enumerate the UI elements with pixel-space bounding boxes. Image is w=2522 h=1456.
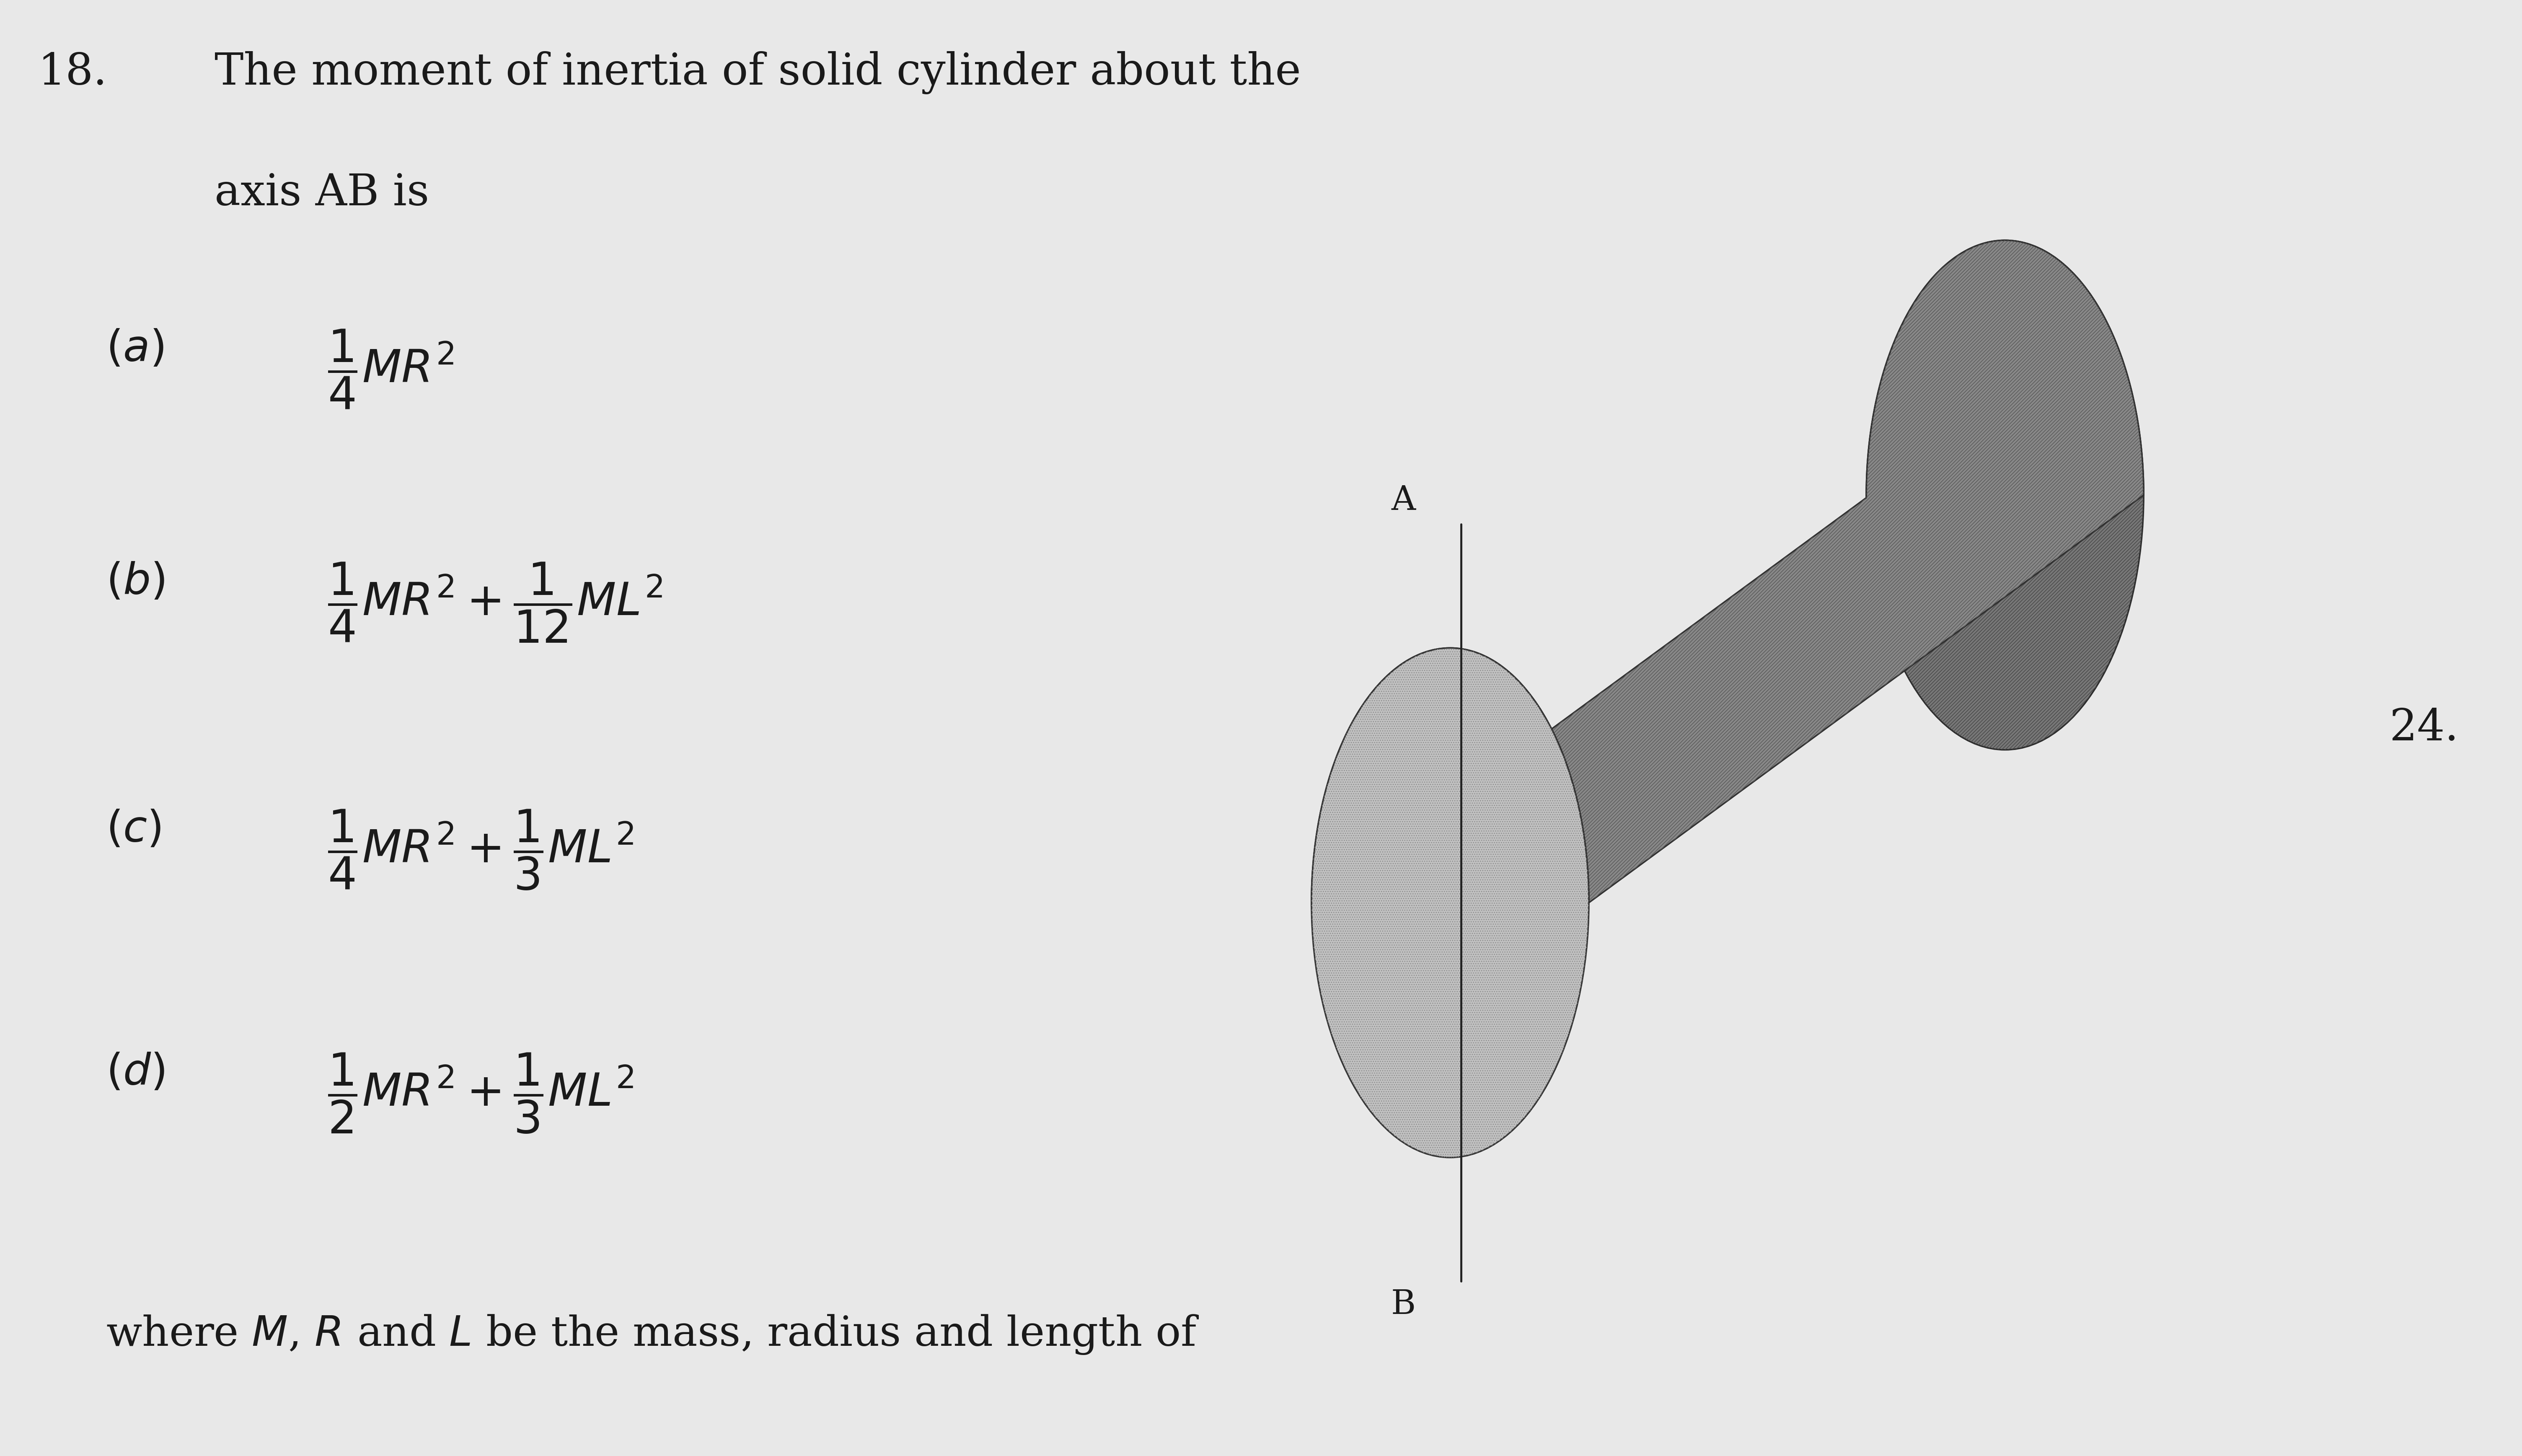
Text: $(b)$: $(b)$ bbox=[106, 561, 164, 603]
Text: $\dfrac{1}{2}MR^2 + \dfrac{1}{3}ML^2$: $\dfrac{1}{2}MR^2 + \dfrac{1}{3}ML^2$ bbox=[328, 1051, 633, 1136]
Text: $(a)$: $(a)$ bbox=[106, 328, 164, 370]
Text: where $M$, $R$ and $L$ be the mass, radius and length of: where $M$, $R$ and $L$ be the mass, radi… bbox=[106, 1313, 1200, 1356]
Text: A: A bbox=[1392, 485, 1415, 517]
Text: $(c)$: $(c)$ bbox=[106, 808, 161, 850]
Text: $\dfrac{1}{4}MR^2$: $\dfrac{1}{4}MR^2$ bbox=[328, 328, 454, 411]
Text: $(d)$: $(d)$ bbox=[106, 1051, 164, 1093]
Ellipse shape bbox=[1866, 240, 2144, 750]
Text: 24.: 24. bbox=[2388, 706, 2459, 750]
Polygon shape bbox=[1311, 240, 2144, 906]
Text: The moment of inertia of solid cylinder about the: The moment of inertia of solid cylinder … bbox=[214, 51, 1301, 95]
Text: axis AB is: axis AB is bbox=[214, 172, 429, 214]
Text: $\dfrac{1}{4}MR^2 + \dfrac{1}{3}ML^2$: $\dfrac{1}{4}MR^2 + \dfrac{1}{3}ML^2$ bbox=[328, 808, 633, 893]
Text: 18.: 18. bbox=[38, 51, 106, 93]
Text: $\dfrac{1}{4}MR^2 + \dfrac{1}{12}ML^2$: $\dfrac{1}{4}MR^2 + \dfrac{1}{12}ML^2$ bbox=[328, 561, 663, 644]
Ellipse shape bbox=[1311, 648, 1589, 1158]
Text: B: B bbox=[1392, 1289, 1415, 1321]
